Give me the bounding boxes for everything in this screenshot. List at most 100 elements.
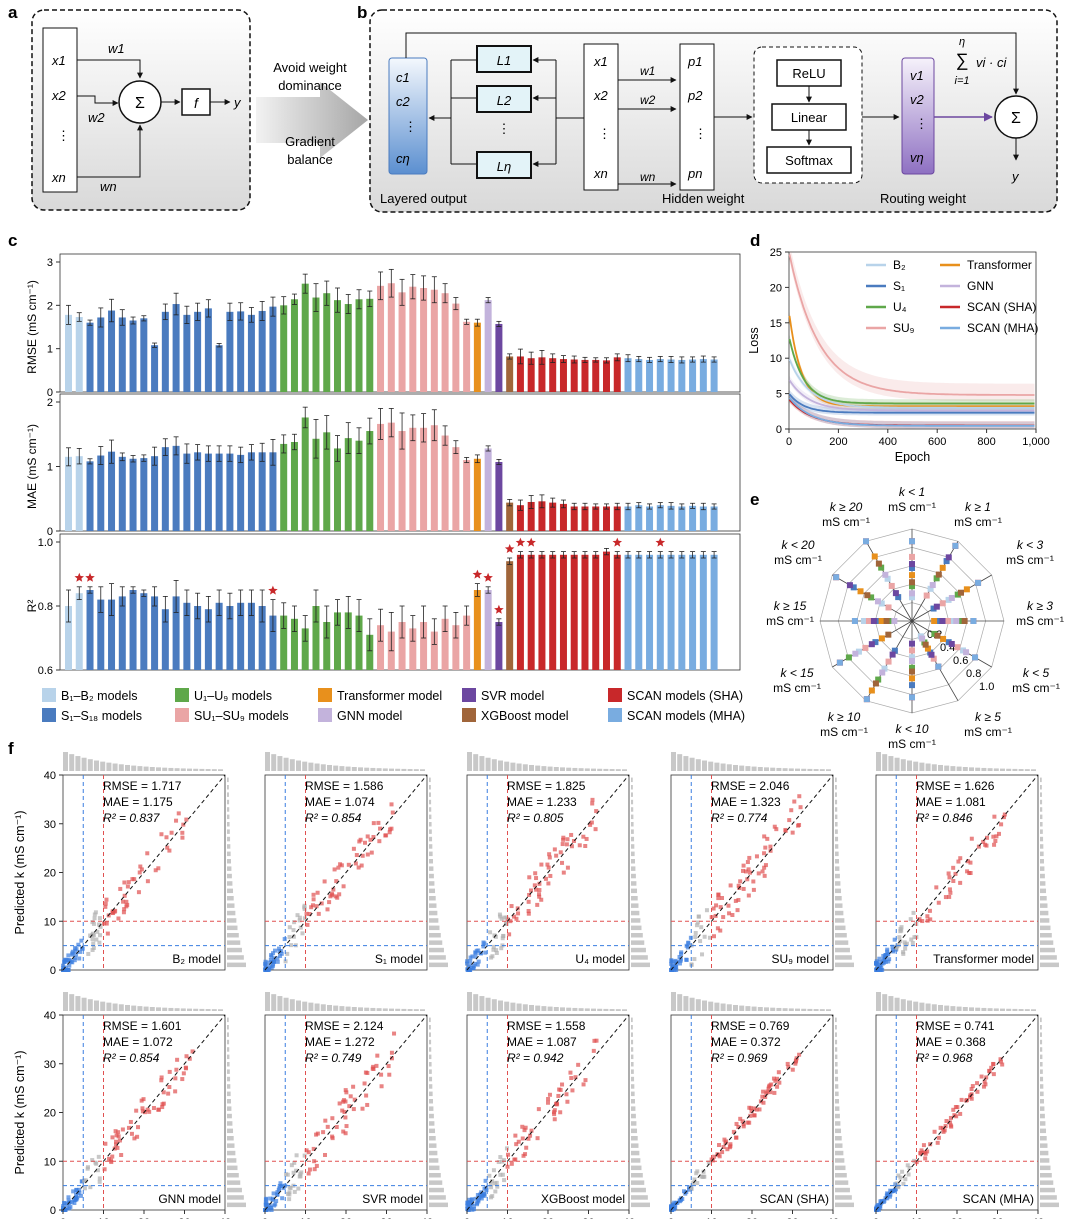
metric-r2: R² = 0.854 [305,811,362,825]
data-point [771,1076,776,1081]
marginal-hist-right [1040,814,1043,820]
marginal-hist-top [131,765,137,771]
data-point [556,1093,561,1098]
data-point [992,814,997,819]
marginal-hist-right [227,1054,230,1060]
data-point [140,1109,145,1114]
data-point [593,827,598,832]
bar [527,554,535,670]
marginal-hist-right [429,866,434,871]
data-point [709,1157,714,1162]
marginal-hist-right [227,785,229,790]
marginal-hist-right [835,1136,842,1141]
data-point [90,1158,95,1163]
marginal-hist-right [227,903,235,908]
data-point [278,953,283,958]
marginal-hist-top [149,1006,155,1011]
radar-point [868,687,875,694]
bar [473,458,481,531]
metric-r2: R² = 0.805 [507,811,564,825]
panel-a-neuron: x1 x2 ⋮ xn w1 w2 wn Σ f y [42,27,242,194]
bar [118,317,126,392]
marginal-hist-top [69,994,75,1011]
bar [65,456,72,531]
marginal-hist-top [919,1002,925,1011]
data-point [465,959,470,964]
radar-point [874,598,881,605]
marginal-hist-top [584,1008,590,1011]
marginal-hist-top [1006,1008,1012,1011]
data-point [104,921,109,926]
data-point [282,937,287,942]
radar-point [889,651,896,658]
data-point [103,1141,108,1146]
b-v2: v2 [910,92,925,107]
bar [204,609,212,670]
data-point [554,853,559,858]
marginal-hist-top [407,769,413,771]
marginal-hist-top [819,1009,825,1011]
bar [624,358,632,392]
data-point [351,846,356,851]
data-point [900,1169,905,1174]
bar [118,596,126,670]
marginal-hist-top [193,768,199,771]
data-point [482,1191,487,1196]
marginal-hist-top [510,762,516,771]
data-point [96,1154,101,1159]
bar [484,300,492,392]
data-point [325,1124,330,1129]
loss-line [788,315,1035,408]
data-point [513,1157,518,1162]
b-linear-box [771,103,847,131]
marginal-hist-right [227,1121,233,1126]
marginal-hist-top [757,1006,763,1011]
marginal-hist-top [94,1000,99,1011]
radar-point [879,669,886,676]
marginal-hist-top [739,1005,745,1011]
data-point [267,1203,272,1208]
marginal-hist-right [227,866,232,871]
data-point [712,1154,717,1159]
plot-name: SU₉ model [772,952,829,966]
legend-label: S₁ [893,279,905,293]
data-point [996,831,1001,836]
marginal-hist-top [339,766,345,771]
data-point [66,953,71,958]
bar [689,554,697,670]
marginal-hist-right [631,1195,648,1200]
marginal-hist-right [429,777,431,783]
data-point [353,861,358,866]
loss-band [789,376,1035,414]
data-point [885,1196,890,1201]
marginal-hist-top [913,1001,919,1011]
data-point [564,1092,569,1097]
significance-star [504,544,515,553]
data-point [746,893,751,898]
marginal-hist-top [535,1005,541,1011]
data-point [588,822,593,827]
data-point [97,1176,102,1181]
marginal-hist-right [429,807,432,812]
data-point [389,1050,394,1055]
data-point [109,1158,114,1163]
data-point [311,897,316,902]
marginal-hist-top [289,759,295,771]
bar [635,359,643,392]
data-point [553,1102,558,1107]
data-point [560,842,565,847]
data-point [943,1124,948,1129]
marginal-hist-top [389,1008,394,1011]
data-point [513,1133,518,1138]
marginal-hist-top [302,761,308,771]
bar [161,447,169,531]
marginal-hist-top [801,768,807,771]
data-point [507,932,512,937]
marginal-hist-right [429,918,439,923]
bar [344,612,352,670]
marginal-hist-right [227,851,231,857]
marginal-hist-top [931,764,937,771]
y-tick-label: 40 [44,770,56,782]
data-point [483,950,488,955]
